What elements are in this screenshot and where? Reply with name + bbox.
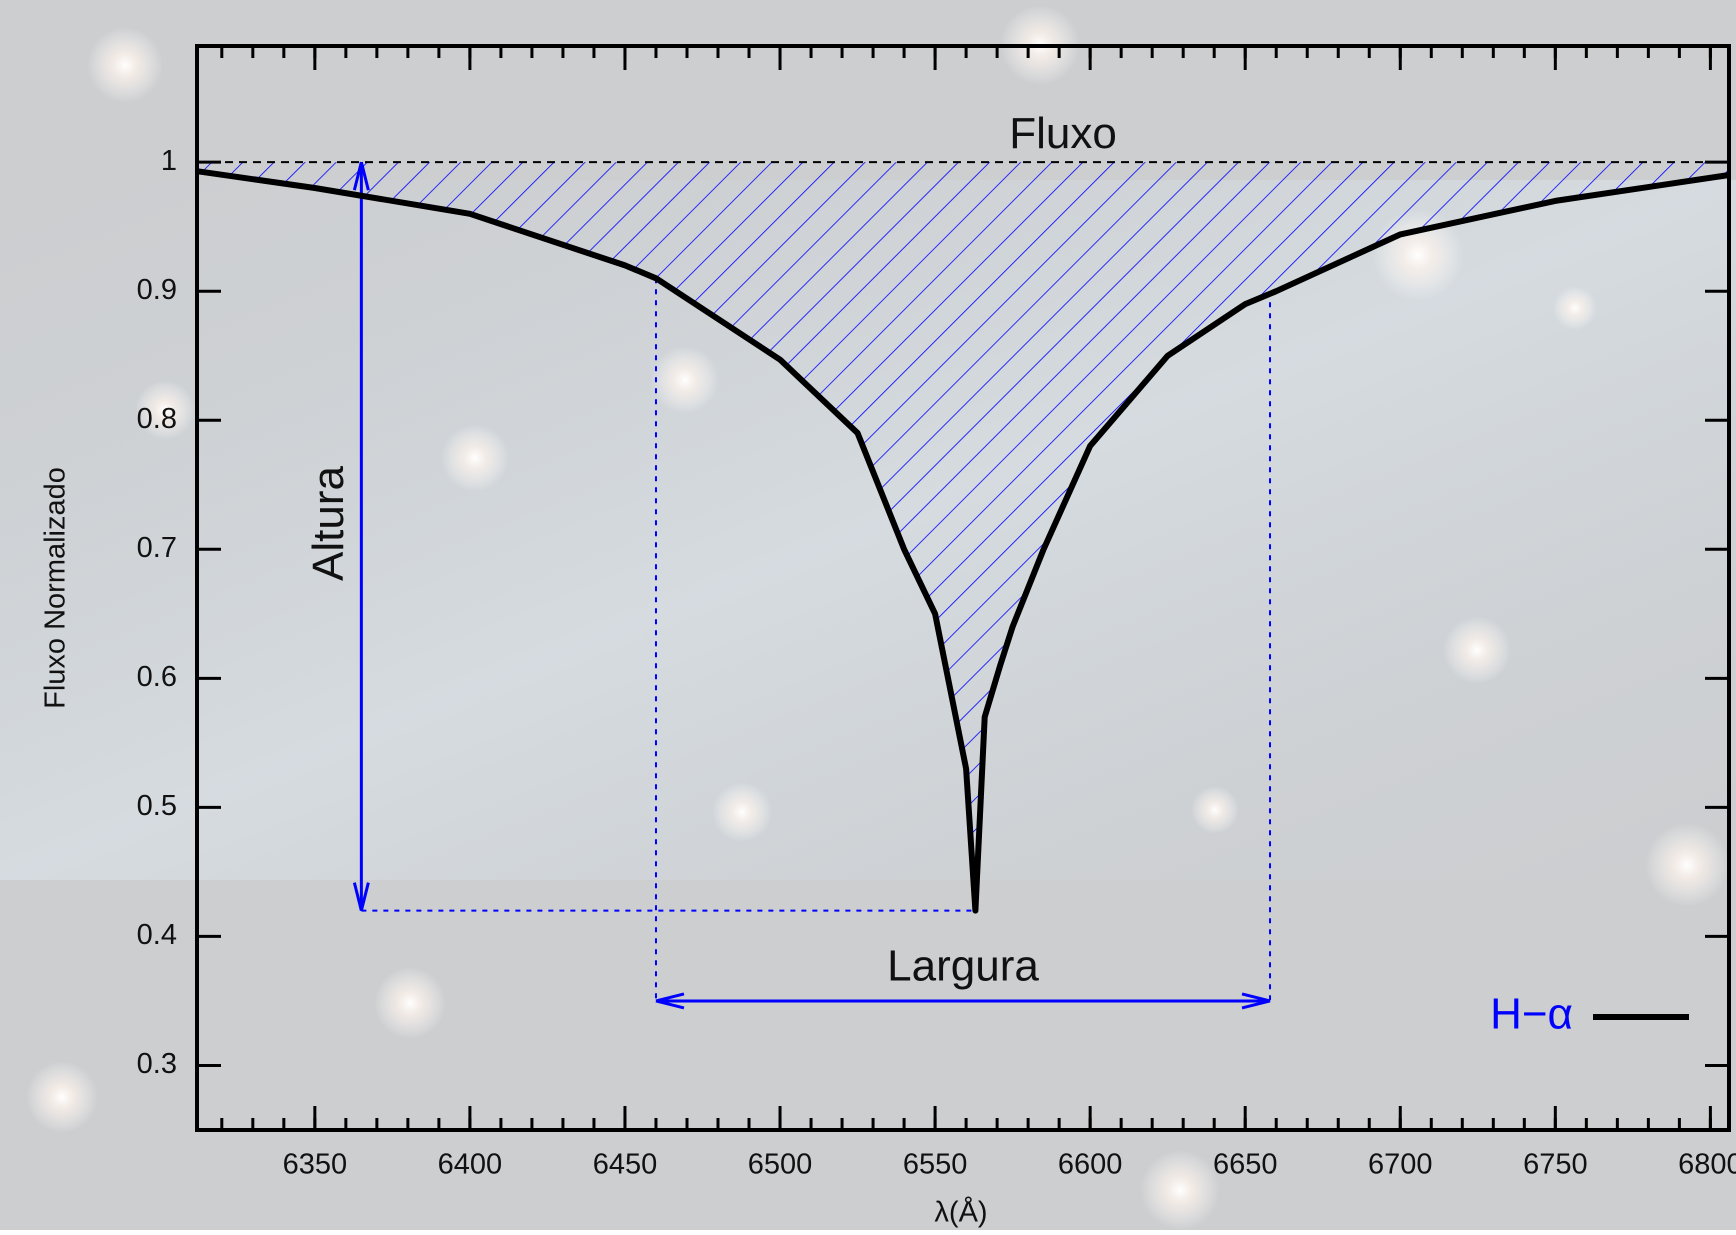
page: Altura Largura Fluxo 6350 6400 6450 6500 6550 66…	[0, 0, 1736, 1230]
annotation-largura: Largura	[887, 942, 1039, 991]
legend-label: H−α	[1490, 990, 1573, 1039]
y-tick-label: 1	[161, 145, 177, 177]
annotation-altura: Altura	[304, 465, 353, 580]
chart: Altura Largura Fluxo 6350 6400 6450 6500 6550 66…	[0, 0, 1736, 1230]
annotation-fluxo: Fluxo	[1009, 109, 1117, 158]
y-tick-label: 0.9	[137, 274, 177, 306]
x-tick-label: 6650	[1213, 1149, 1278, 1181]
y-tick-label: 0.7	[137, 532, 177, 564]
x-tick-label: 6450	[593, 1149, 658, 1181]
x-tick-label: 6750	[1523, 1149, 1588, 1181]
x-tick-label: 6600	[1058, 1149, 1123, 1181]
x-tick-label: 6800	[1678, 1149, 1736, 1181]
y-tick-label: 0.5	[137, 790, 177, 822]
y-tick-label: 0.8	[137, 403, 177, 435]
x-tick-label: 6400	[438, 1149, 503, 1181]
x-axis-label: λ(Å)	[934, 1196, 987, 1229]
y-axis-label: Fluxo Normalizado	[40, 467, 72, 709]
x-tick-label: 6500	[748, 1149, 813, 1181]
y-tick-label: 0.4	[137, 919, 177, 951]
y-tick-label: 0.6	[137, 661, 177, 693]
x-tick-label: 6350	[283, 1149, 348, 1181]
x-tick-label: 6550	[903, 1149, 968, 1181]
y-tick-label: 0.3	[137, 1048, 177, 1080]
x-tick-label: 6700	[1368, 1149, 1433, 1181]
